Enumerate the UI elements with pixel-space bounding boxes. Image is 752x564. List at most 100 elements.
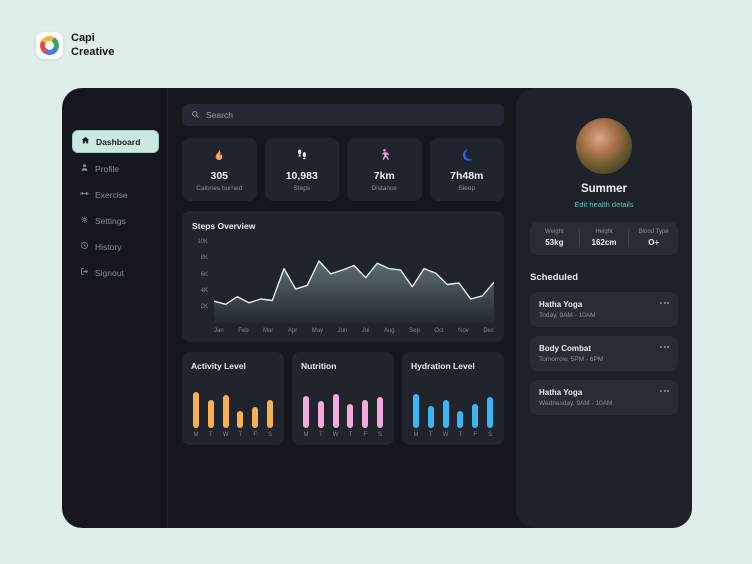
- signout-icon: [80, 267, 89, 278]
- bar-day-label: T: [348, 432, 353, 438]
- bar-column: F: [472, 404, 479, 438]
- metric-value: O+: [648, 238, 660, 247]
- bar-day-label: F: [473, 432, 478, 438]
- steps-y-labels: 10K 8K 6K 4K 2K: [192, 239, 208, 323]
- bar-day-label: T: [428, 432, 433, 438]
- stat-card-sleep[interactable]: 7h48m Sleep: [429, 138, 504, 201]
- bar-day-label: W: [332, 432, 339, 438]
- stat-value: 7h48m: [450, 170, 484, 182]
- x-tick-label: Aug: [383, 328, 395, 334]
- sidebar-item-label: Exercise: [95, 189, 128, 200]
- bar-day-label: T: [318, 432, 323, 438]
- more-options-icon[interactable]: [660, 390, 669, 392]
- bar-column: W: [442, 399, 449, 438]
- x-tick-label: Apr: [287, 328, 298, 334]
- nutrition-title: Nutrition: [301, 361, 337, 371]
- stat-label: Calories burned: [196, 185, 243, 192]
- stat-label: Steps: [293, 185, 311, 192]
- x-tick-label: Dec: [483, 328, 494, 334]
- sidebar-item-history[interactable]: History: [72, 236, 159, 257]
- activity-level-title: Activity Level: [191, 361, 246, 371]
- more-options-icon[interactable]: [660, 346, 669, 348]
- steps-overview-card: Steps Overview 10K 8K 6K 4K 2K Jan Feb Mar Apr M…: [182, 211, 504, 342]
- bar-column: T: [347, 404, 354, 438]
- schedule-item[interactable]: Hatha Yoga Wednesday, 9AM - 10AM: [530, 380, 678, 415]
- x-tick-label: Sep: [409, 328, 420, 334]
- bar-column: T: [457, 410, 464, 438]
- search-input[interactable]: [206, 110, 495, 120]
- metric-label: Weight: [545, 229, 564, 235]
- sidebar-item-label: Profile: [95, 163, 120, 174]
- stat-card-distance[interactable]: 7km Distance: [347, 138, 422, 201]
- avatar[interactable]: [576, 118, 632, 174]
- bar: [347, 404, 354, 428]
- sidebar: Dashboard Profile Exercise Settings Hist…: [62, 88, 168, 528]
- bar-day-label: F: [253, 432, 258, 438]
- bar-day-label: M: [303, 432, 309, 438]
- bar-column: M: [303, 395, 309, 438]
- sidebar-item-label: Signout: [95, 267, 124, 278]
- profile-name: Summer: [580, 183, 628, 195]
- health-metrics: Weight 53kg Height 162cm Blood Type O+: [530, 222, 678, 255]
- metric-blood-type: Blood Type O+: [628, 229, 678, 247]
- sidebar-item-exercise[interactable]: Exercise: [72, 184, 159, 205]
- steps-x-labels: Jan Feb Mar Apr May Jun Jul Aug Sep Oct Nov Dec: [214, 328, 494, 334]
- search-bar[interactable]: [182, 104, 504, 126]
- bar: [486, 396, 493, 428]
- schedule-item[interactable]: Hatha Yoga Today, 9AM - 10AM: [530, 292, 678, 327]
- dumbbell-icon: [80, 189, 89, 200]
- metric-label: Blood Type: [638, 229, 669, 235]
- bar-column: W: [332, 394, 339, 438]
- main-content: 305 Calories burned 10,983 Steps 7km Dis…: [168, 88, 516, 528]
- bar-day-label: S: [377, 432, 382, 438]
- sidebar-item-settings[interactable]: Settings: [72, 210, 159, 231]
- bar-column: T: [317, 401, 324, 438]
- bar-day-label: M: [193, 432, 199, 438]
- bar-day-label: F: [363, 432, 368, 438]
- metric-height: Height 162cm: [578, 229, 629, 247]
- y-tick-label: 6K: [200, 271, 208, 278]
- x-tick-label: Jul: [361, 328, 370, 334]
- bar: [362, 399, 369, 428]
- bar-day-label: W: [222, 432, 229, 438]
- metric-label: Height: [595, 229, 613, 235]
- bar-day-label: T: [458, 432, 463, 438]
- schedule-item-title: Body Combat: [539, 344, 591, 353]
- hydration-level-title: Hydration Level: [411, 361, 475, 371]
- flame-icon: [212, 148, 226, 167]
- bar: [413, 394, 419, 428]
- schedule-item-time: Tomorrow, 5PM - 6PM: [539, 356, 604, 363]
- bar-day-label: T: [238, 432, 243, 438]
- sidebar-item-profile[interactable]: Profile: [72, 158, 159, 179]
- more-options-icon[interactable]: [660, 302, 669, 304]
- edit-health-details-link[interactable]: Edit health details: [574, 200, 634, 209]
- sidebar-item-dashboard[interactable]: Dashboard: [72, 130, 159, 153]
- sidebar-item-signout[interactable]: Signout: [72, 262, 159, 283]
- bar-column: F: [362, 399, 369, 438]
- schedule-item-title: Hatha Yoga: [539, 300, 583, 309]
- sidebar-item-label: Settings: [95, 215, 126, 226]
- x-tick-label: Feb: [238, 328, 249, 334]
- stat-card-steps[interactable]: 10,983 Steps: [264, 138, 339, 201]
- schedule-item-text: Hatha Yoga Wednesday, 9AM - 10AM: [539, 388, 612, 407]
- x-tick-label: May: [311, 328, 324, 334]
- footsteps-icon: [295, 148, 309, 167]
- y-tick-label: 10K: [197, 239, 208, 245]
- schedule-item-time: Today, 9AM - 10AM: [539, 312, 596, 319]
- x-tick-label: Nov: [458, 328, 469, 334]
- bar: [427, 405, 434, 428]
- metric-weight: Weight 53kg: [530, 229, 579, 247]
- bar-column: W: [222, 394, 229, 438]
- clock-icon: [80, 241, 89, 252]
- logo-hole: [45, 41, 54, 50]
- bottom-charts-row: Activity Level M T W T F S Nutrition M T W T F S H…: [182, 352, 504, 445]
- x-tick-label: Jun: [337, 328, 348, 334]
- stat-label: Distance: [371, 185, 397, 192]
- y-tick-label: 8K: [200, 255, 208, 262]
- sidebar-item-label: Dashboard: [96, 136, 141, 147]
- schedule-item[interactable]: Body Combat Tomorrow, 5PM - 6PM: [530, 336, 678, 371]
- metric-value: 53kg: [545, 238, 564, 247]
- stat-card-calories[interactable]: 305 Calories burned: [182, 138, 257, 201]
